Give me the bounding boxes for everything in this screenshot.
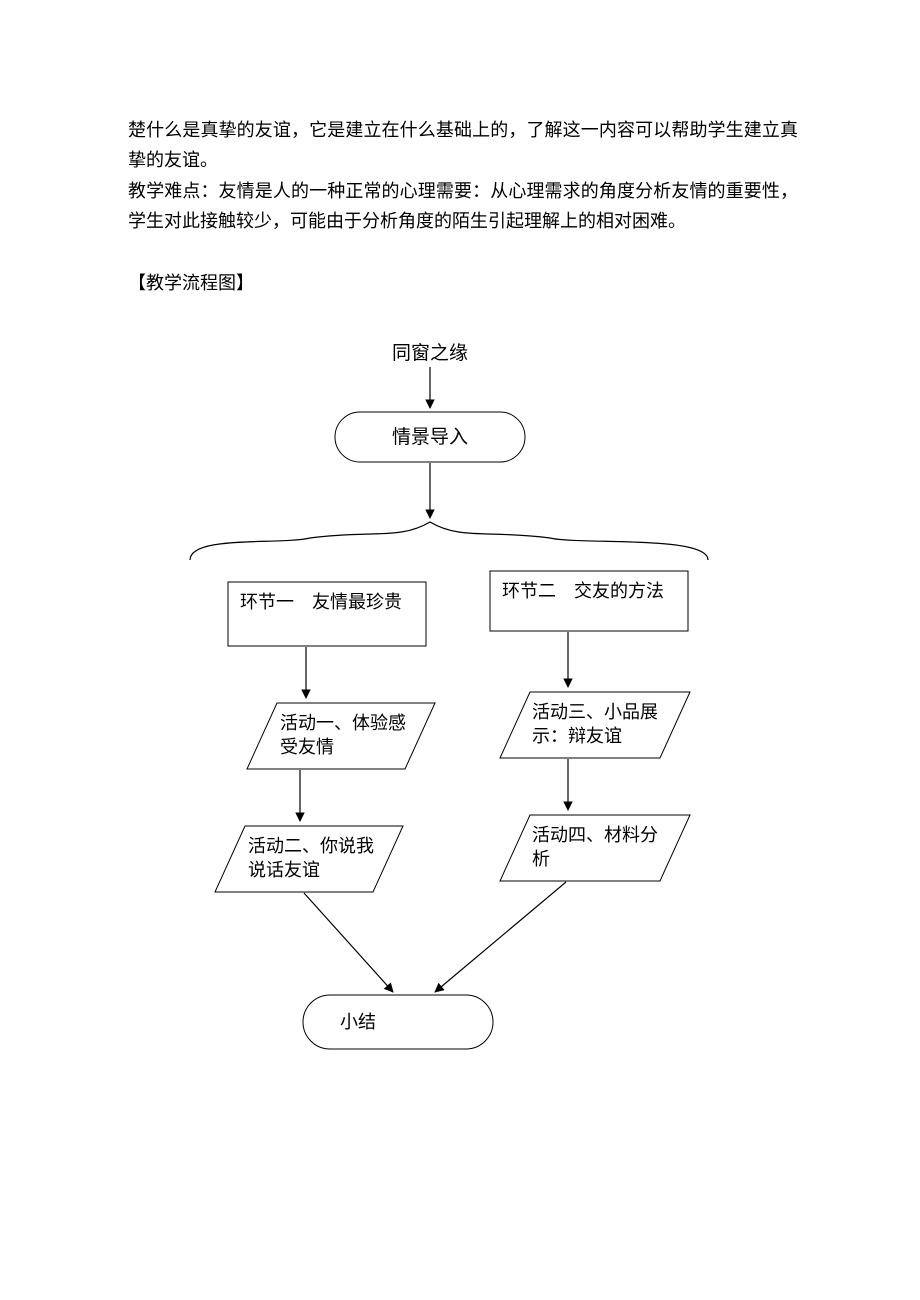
node-summary xyxy=(303,995,493,1049)
node-sec2-label: 环节二 交友的方法 xyxy=(502,581,664,601)
edge-act4-summary xyxy=(435,882,566,992)
node-sec1-label: 环节一 友情最珍贵 xyxy=(240,592,402,612)
node-act4-line2: 析 xyxy=(532,849,550,869)
node-act3-line2: 示：辩友谊 xyxy=(532,726,622,746)
node-summary-label: 小结 xyxy=(340,1012,376,1032)
node-act4-line1: 活动四、材料分 xyxy=(532,825,658,845)
node-act1-line1: 活动一、体验感 xyxy=(280,713,406,733)
node-act2-line1: 活动二、你说我 xyxy=(248,836,374,856)
node-act1-line2: 受友情 xyxy=(280,737,334,757)
node-act2-line2: 说话友谊 xyxy=(248,860,320,880)
node-intro-label: 情景导入 xyxy=(392,426,468,448)
flowchart-canvas: 情景导入 环节一 友情最珍贵 环节二 交友的方法 活动一、体验感 受友情 活动三… xyxy=(0,0,920,1300)
node-act3-line1: 活动三、小品展 xyxy=(532,702,658,722)
brace xyxy=(190,522,708,560)
node-sec2 xyxy=(490,571,688,631)
edge-act2-summary xyxy=(304,893,393,992)
